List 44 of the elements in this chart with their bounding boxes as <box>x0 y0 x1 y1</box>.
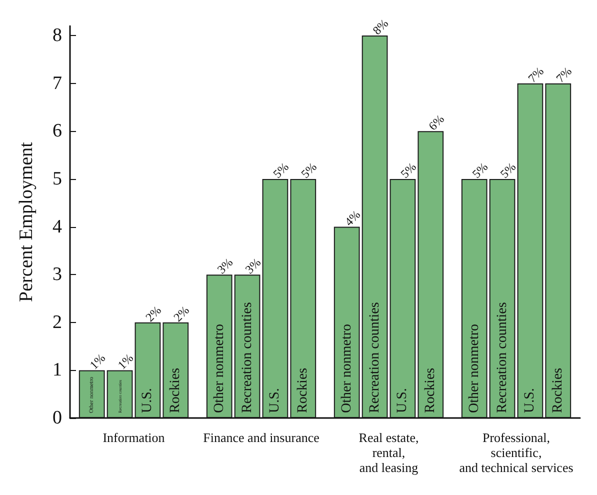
text: Other nonmetro <box>466 324 482 413</box>
text: Other nonmetro <box>212 324 227 413</box>
x-tick-label: Information <box>102 430 166 445</box>
data-label: 5% <box>469 160 491 181</box>
text: Other nonmetro <box>339 324 354 413</box>
text: Recreation counties <box>240 302 255 413</box>
y-tick-label: 6 <box>52 120 62 142</box>
y-tick-label: 7 <box>52 72 62 94</box>
x-tick-label: Finance and insurance <box>203 430 320 445</box>
data-label: 7% <box>553 64 574 86</box>
text: U.S. <box>522 388 538 413</box>
text: U.S. <box>395 388 410 413</box>
y-tick-label: 4 <box>52 216 62 238</box>
data-label: 5% <box>298 160 320 181</box>
data-label: 5% <box>398 160 419 181</box>
text: Rockies <box>550 368 566 413</box>
y-tick-label: 8 <box>52 25 62 46</box>
data-label: 5% <box>497 160 519 181</box>
data-label: 2% <box>170 303 192 324</box>
data-label: 6% <box>426 112 447 134</box>
series-label: U.S. <box>140 388 156 413</box>
text: Rockies <box>423 368 438 413</box>
y-tick-label: 2 <box>52 312 62 333</box>
x-tick-label: Professional, scientific, and technical services <box>459 430 574 475</box>
y-tick-label: 1 <box>52 360 62 381</box>
data-label: 4% <box>342 208 364 229</box>
data-label: 8% <box>370 16 392 38</box>
x-tick-label: Real estate, rental, and leasing <box>358 430 419 475</box>
data-label: 3% <box>214 255 236 277</box>
data-label: 5% <box>270 160 292 181</box>
text: Recreation counties <box>367 302 382 413</box>
data-label: 7% <box>525 64 546 86</box>
y-tick-label: 3 <box>52 264 62 286</box>
data-label: 2% <box>142 303 164 324</box>
y-axis-title: Percent Employment <box>16 141 37 302</box>
y-tick-label: 0 <box>52 408 62 428</box>
series-label: Rockies <box>168 368 184 413</box>
y-tick-label: 5 <box>52 168 62 190</box>
text: Recreation counties <box>494 302 510 413</box>
data-label: 1% <box>86 350 108 372</box>
text: U.S. <box>268 388 283 413</box>
text: Rockies <box>296 368 311 413</box>
data-label: 1% <box>114 350 136 372</box>
data-label: 3% <box>242 255 264 277</box>
